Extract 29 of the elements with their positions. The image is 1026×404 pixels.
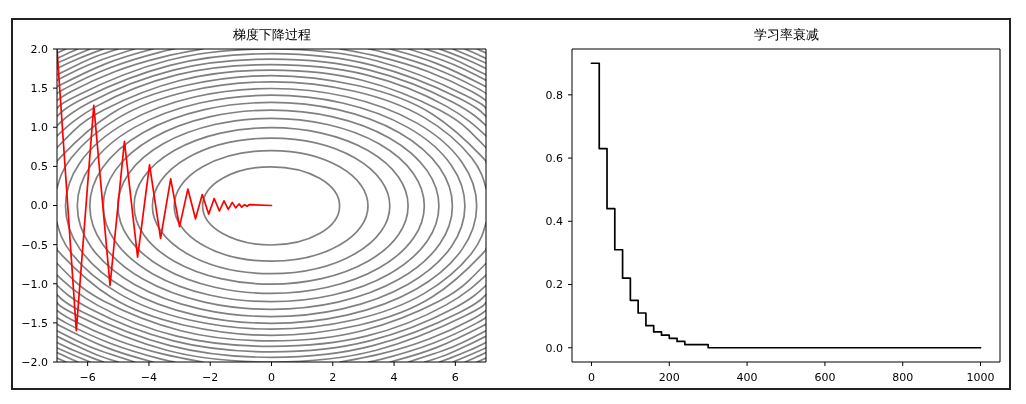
x-tick-label: 400 <box>736 370 758 384</box>
y-tick-label: −1.0 <box>21 277 48 291</box>
x-tick-label: −2 <box>202 370 219 384</box>
y-tick-label: 1.0 <box>30 121 48 135</box>
x-tick-label: 2 <box>329 370 337 384</box>
chart-title: 学习率衰减 <box>752 26 820 43</box>
y-tick-label: 0.5 <box>30 160 48 174</box>
y-tick-label: 0.0 <box>30 199 48 213</box>
x-tick-label: 1000 <box>966 370 995 384</box>
y-tick-label: −1.5 <box>21 316 48 330</box>
x-tick-label: 800 <box>892 370 914 384</box>
y-tick-label: 0.4 <box>545 215 563 229</box>
x-tick-label: 200 <box>658 370 680 384</box>
x-tick-label: −6 <box>79 370 96 384</box>
chart-title: 梯度下降过程 <box>231 26 312 43</box>
x-tick-label: 0 <box>587 370 595 384</box>
y-tick-label: −0.5 <box>21 238 48 252</box>
y-tick-label: −2.0 <box>21 355 48 369</box>
y-tick-label: 0.0 <box>545 341 563 355</box>
x-tick-label: −4 <box>140 370 158 384</box>
x-tick-label: 0 <box>268 370 275 384</box>
x-tick-label: 600 <box>814 370 836 384</box>
y-tick-label: 2.0 <box>30 42 48 56</box>
x-tick-label: 4 <box>390 370 398 384</box>
x-tick-label: 6 <box>451 370 459 384</box>
y-tick-label: 0.8 <box>545 88 563 102</box>
y-tick-label: 0.6 <box>545 151 563 165</box>
y-tick-label: 1.5 <box>30 82 48 96</box>
y-tick-label: 0.2 <box>545 278 563 292</box>
